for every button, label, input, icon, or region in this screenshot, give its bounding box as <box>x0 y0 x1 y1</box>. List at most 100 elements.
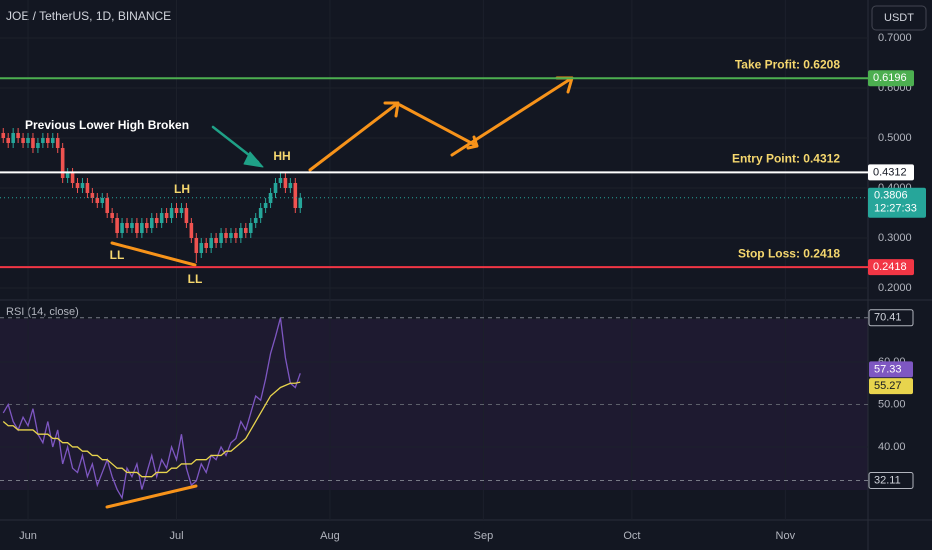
x-tick-label: Jul <box>169 530 183 542</box>
candle-body <box>189 223 194 238</box>
axis-label-bg <box>868 309 914 327</box>
y-tick-label: 40.00 <box>878 441 906 453</box>
currency-button[interactable] <box>871 5 927 31</box>
candle-body <box>31 138 35 148</box>
currency[interactable]: USDT <box>884 12 914 24</box>
candle-body <box>85 183 90 193</box>
candle-body <box>46 138 50 143</box>
trend-line <box>110 241 197 267</box>
x-tick-label: Aug <box>320 530 340 542</box>
y-tick-label: 0.3000 <box>878 232 912 244</box>
candle-body <box>253 218 258 223</box>
level-label: 0.6196 <box>873 72 907 84</box>
candle-body <box>263 203 268 208</box>
candle-body <box>55 138 60 148</box>
candle-body <box>135 223 139 233</box>
candle-body <box>50 138 55 143</box>
axis-label-bg <box>868 471 914 489</box>
candle-body <box>273 183 278 193</box>
candle-body <box>125 223 129 228</box>
rsi-value-label: 57.33 <box>874 363 902 375</box>
candle-body <box>140 223 144 233</box>
candle-body <box>26 138 30 143</box>
candle-body <box>293 183 298 208</box>
candle-body <box>11 133 15 143</box>
candle-body <box>234 233 238 238</box>
candle-body <box>21 138 25 143</box>
level-label-bg <box>868 164 914 181</box>
rsi-line <box>2 317 301 500</box>
candle-body <box>16 133 20 138</box>
level-label-bg <box>868 259 914 276</box>
candle-body <box>239 228 243 238</box>
level-label: 0.4312 <box>873 166 907 178</box>
level-label: 0.2418 <box>873 261 907 273</box>
candle-body <box>90 193 95 198</box>
rsi-level-label: 70.41 <box>874 312 902 324</box>
y-tick-label: 0.7000 <box>878 32 912 44</box>
rsi-title: RSI (14, close) <box>6 306 79 318</box>
annotation: LL <box>188 272 203 286</box>
level-text: Take Profit: 0.6208 <box>735 57 840 71</box>
candle-body <box>70 173 75 183</box>
rsi-value-label: 55.27 <box>874 380 902 392</box>
candle-body <box>80 183 85 188</box>
candle-body <box>229 233 233 238</box>
countdown: 12:27:33 <box>874 203 917 215</box>
x-tick-label: Nov <box>776 530 796 542</box>
annotation: HH <box>273 149 290 163</box>
candle-body <box>164 213 169 218</box>
x-tick-label: Sep <box>474 530 494 542</box>
x-tick-label: Oct <box>623 530 640 542</box>
candle-body <box>41 138 45 143</box>
arrow <box>308 101 400 172</box>
arrow-head <box>243 151 264 168</box>
candle-body <box>283 178 288 188</box>
candle-body <box>149 218 154 228</box>
candle-body <box>199 243 204 253</box>
level-label-bg <box>868 70 914 87</box>
level-text: Stop Loss: 0.2418 <box>738 246 840 260</box>
candle-body <box>105 198 110 213</box>
candle-body <box>244 228 248 233</box>
candle-body <box>209 238 213 248</box>
annotation: Previous Lower High Broken <box>25 118 189 132</box>
candle-body <box>145 223 149 228</box>
candle-body <box>159 213 164 223</box>
price-label-bg <box>868 187 926 218</box>
annotation: LL <box>110 248 125 262</box>
candle-body <box>298 197 303 208</box>
annotation: LH <box>174 182 190 196</box>
y-tick-label: 50.00 <box>878 398 906 410</box>
candle-body <box>174 208 179 213</box>
trend-line <box>105 484 198 509</box>
candle-body <box>214 238 218 243</box>
price-label: 0.3806 <box>874 190 908 202</box>
candle-body <box>219 233 223 243</box>
candle-body <box>204 243 209 248</box>
symbol: JOE / TetherUS, 1D, BINANCE <box>6 9 171 23</box>
candle-body <box>100 198 105 203</box>
candle-body <box>184 208 189 223</box>
candle-body <box>268 193 273 203</box>
candle-body <box>169 208 174 218</box>
candle-body <box>36 143 40 148</box>
candle-body <box>248 223 253 233</box>
candle-body <box>110 213 114 218</box>
x-tick-label: Jun <box>19 530 37 542</box>
y-tick-label: 0.5000 <box>878 132 912 144</box>
y-tick-label: 0.2000 <box>878 282 912 294</box>
candle-body <box>194 238 199 253</box>
candle-body <box>130 223 134 228</box>
candle-body <box>95 198 100 203</box>
axis-label-bg <box>869 361 913 378</box>
candle-body <box>6 138 11 143</box>
candle-body <box>65 173 70 178</box>
rsi-level-label: 32.11 <box>874 474 901 486</box>
candle-body <box>154 218 159 223</box>
candle-body <box>179 208 184 213</box>
candle-body <box>258 208 263 218</box>
axis-label-bg <box>869 378 913 395</box>
